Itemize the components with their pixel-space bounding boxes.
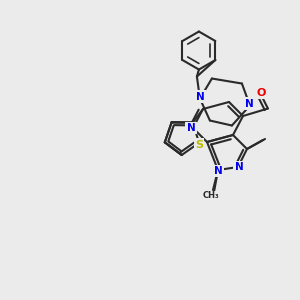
- Text: N: N: [244, 98, 253, 109]
- Text: N: N: [235, 162, 243, 172]
- Text: CH₃: CH₃: [203, 191, 219, 200]
- Text: S: S: [195, 140, 203, 150]
- Text: O: O: [256, 88, 266, 98]
- Text: N: N: [196, 92, 204, 101]
- Text: N: N: [187, 123, 195, 133]
- Text: N: N: [214, 166, 222, 176]
